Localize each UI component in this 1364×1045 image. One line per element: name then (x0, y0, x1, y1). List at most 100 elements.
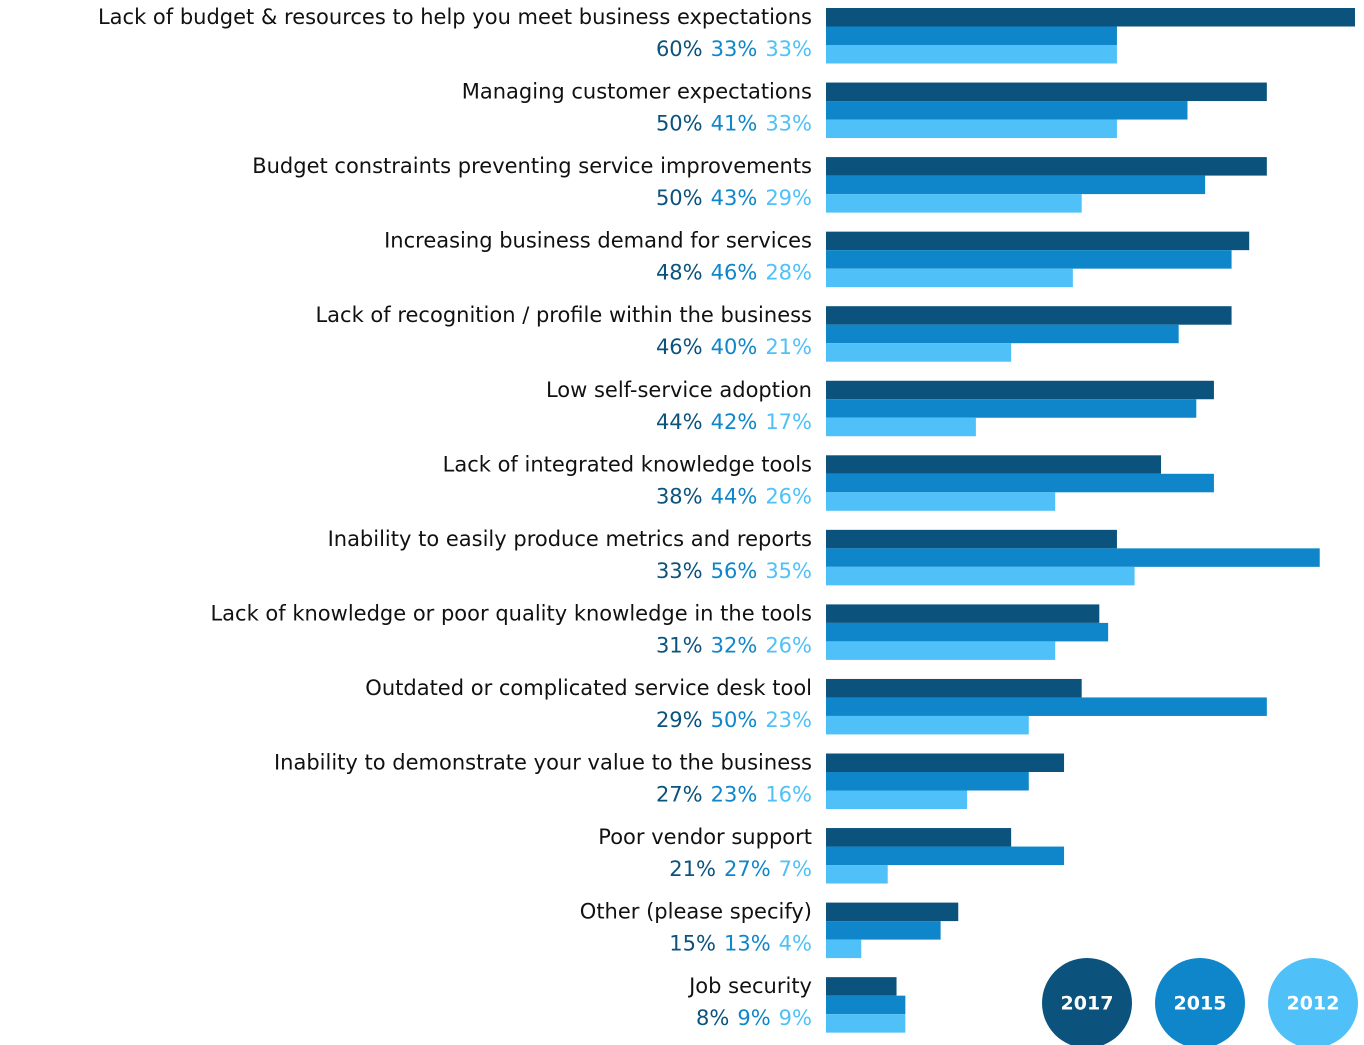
bar (826, 902, 959, 922)
bar (826, 604, 1100, 623)
value-label: 33% (765, 37, 812, 61)
value-label: 42% (711, 410, 758, 434)
bar (826, 1014, 906, 1033)
value-label: 48% (656, 261, 703, 285)
bar (826, 697, 1267, 716)
category-label: Lack of budget & resources to help you m… (98, 5, 812, 29)
bar (826, 529, 1117, 549)
category-label: Low self-service adoption (546, 378, 812, 402)
value-label: 29% (765, 186, 812, 210)
legend-label: 2012 (1287, 993, 1340, 1015)
bar (826, 380, 1214, 400)
bar (826, 939, 862, 959)
value-label: 33% (711, 37, 758, 61)
value-labels: 50% 43% 29% (656, 186, 812, 210)
bar (826, 753, 1065, 772)
bar (826, 8, 1355, 27)
legend-swatch (1155, 958, 1245, 1045)
category-label: Inability to easily produce metrics and … (328, 527, 812, 551)
legend-label: 2017 (1061, 993, 1114, 1015)
bar (826, 45, 1117, 64)
bar (826, 231, 1250, 251)
bar (826, 82, 1267, 102)
bar (826, 715, 1029, 735)
value-label: 31% (656, 633, 703, 657)
bar (826, 119, 1117, 139)
value-label: 46% (711, 261, 758, 285)
category-label: Outdated or complicated service desk too… (365, 676, 812, 700)
bar (826, 828, 1012, 847)
legend-label: 2015 (1174, 993, 1227, 1015)
bar (826, 417, 976, 437)
bar (826, 399, 1197, 418)
value-labels: 15% 13% 4% (669, 932, 812, 956)
value-label: 40% (711, 335, 758, 359)
bar (826, 977, 897, 996)
value-label: 38% (656, 484, 703, 508)
value-labels: 46% 40% 21% (656, 335, 812, 359)
value-label: 8% (696, 1006, 729, 1030)
bar (826, 678, 1082, 698)
category-label: Budget constraints preventing service im… (252, 154, 812, 178)
bar (826, 566, 1135, 586)
value-label: 60% (656, 37, 703, 61)
value-label: 21% (669, 857, 716, 881)
value-labels: 8% 9% 9% (696, 1006, 812, 1030)
value-labels: 31% 32% 26% (656, 633, 812, 657)
bar (826, 492, 1056, 511)
category-label: Lack of recognition / profile within the… (315, 303, 812, 327)
value-label: 27% (656, 783, 703, 807)
value-labels: 21% 27% 7% (669, 857, 812, 881)
value-label: 44% (711, 484, 758, 508)
bar (826, 790, 968, 809)
value-labels: 48% 46% 28% (656, 261, 812, 285)
value-label: 13% (724, 932, 771, 956)
category-label: Lack of integrated knowledge tools (443, 452, 812, 476)
value-label: 26% (765, 484, 812, 508)
value-labels: 50% 41% 33% (656, 112, 812, 136)
value-label: 23% (765, 708, 812, 732)
bar (826, 26, 1117, 45)
value-label: 15% (669, 932, 716, 956)
value-label: 50% (656, 112, 703, 136)
value-label: 27% (724, 857, 771, 881)
value-label: 16% (765, 783, 812, 807)
value-label: 32% (711, 633, 758, 657)
value-labels: 60% 33% 33% (656, 37, 812, 61)
value-label: 21% (765, 335, 812, 359)
value-label: 26% (765, 633, 812, 657)
value-label: 41% (711, 112, 758, 136)
bar (826, 622, 1109, 642)
bar (826, 846, 1065, 866)
bar (826, 194, 1082, 213)
bar (826, 548, 1320, 567)
value-label: 33% (765, 112, 812, 136)
bar (826, 772, 1029, 791)
value-label: 50% (656, 186, 703, 210)
value-label: 4% (779, 932, 812, 956)
value-label: 9% (779, 1006, 812, 1030)
bar (826, 865, 888, 884)
bar (826, 473, 1214, 493)
value-label: 7% (779, 857, 812, 881)
legend-swatch (1042, 958, 1132, 1045)
bar (826, 343, 1012, 362)
category-label: Other (please specify) (580, 900, 812, 924)
bar (826, 641, 1056, 660)
bar (826, 268, 1073, 288)
value-label: 35% (765, 559, 812, 583)
bar (826, 306, 1232, 325)
bar (826, 324, 1179, 344)
value-labels: 33% 56% 35% (656, 559, 812, 583)
bar (826, 101, 1188, 120)
value-label: 33% (656, 559, 703, 583)
value-label: 17% (765, 410, 812, 434)
bar (826, 157, 1267, 176)
bar (826, 250, 1232, 269)
value-labels: 29% 50% 23% (656, 708, 812, 732)
value-labels: 38% 44% 26% (656, 484, 812, 508)
category-label: Poor vendor support (598, 825, 812, 849)
category-label: Increasing business demand for services (384, 229, 812, 253)
category-label: Inability to demonstrate your value to t… (274, 751, 812, 775)
